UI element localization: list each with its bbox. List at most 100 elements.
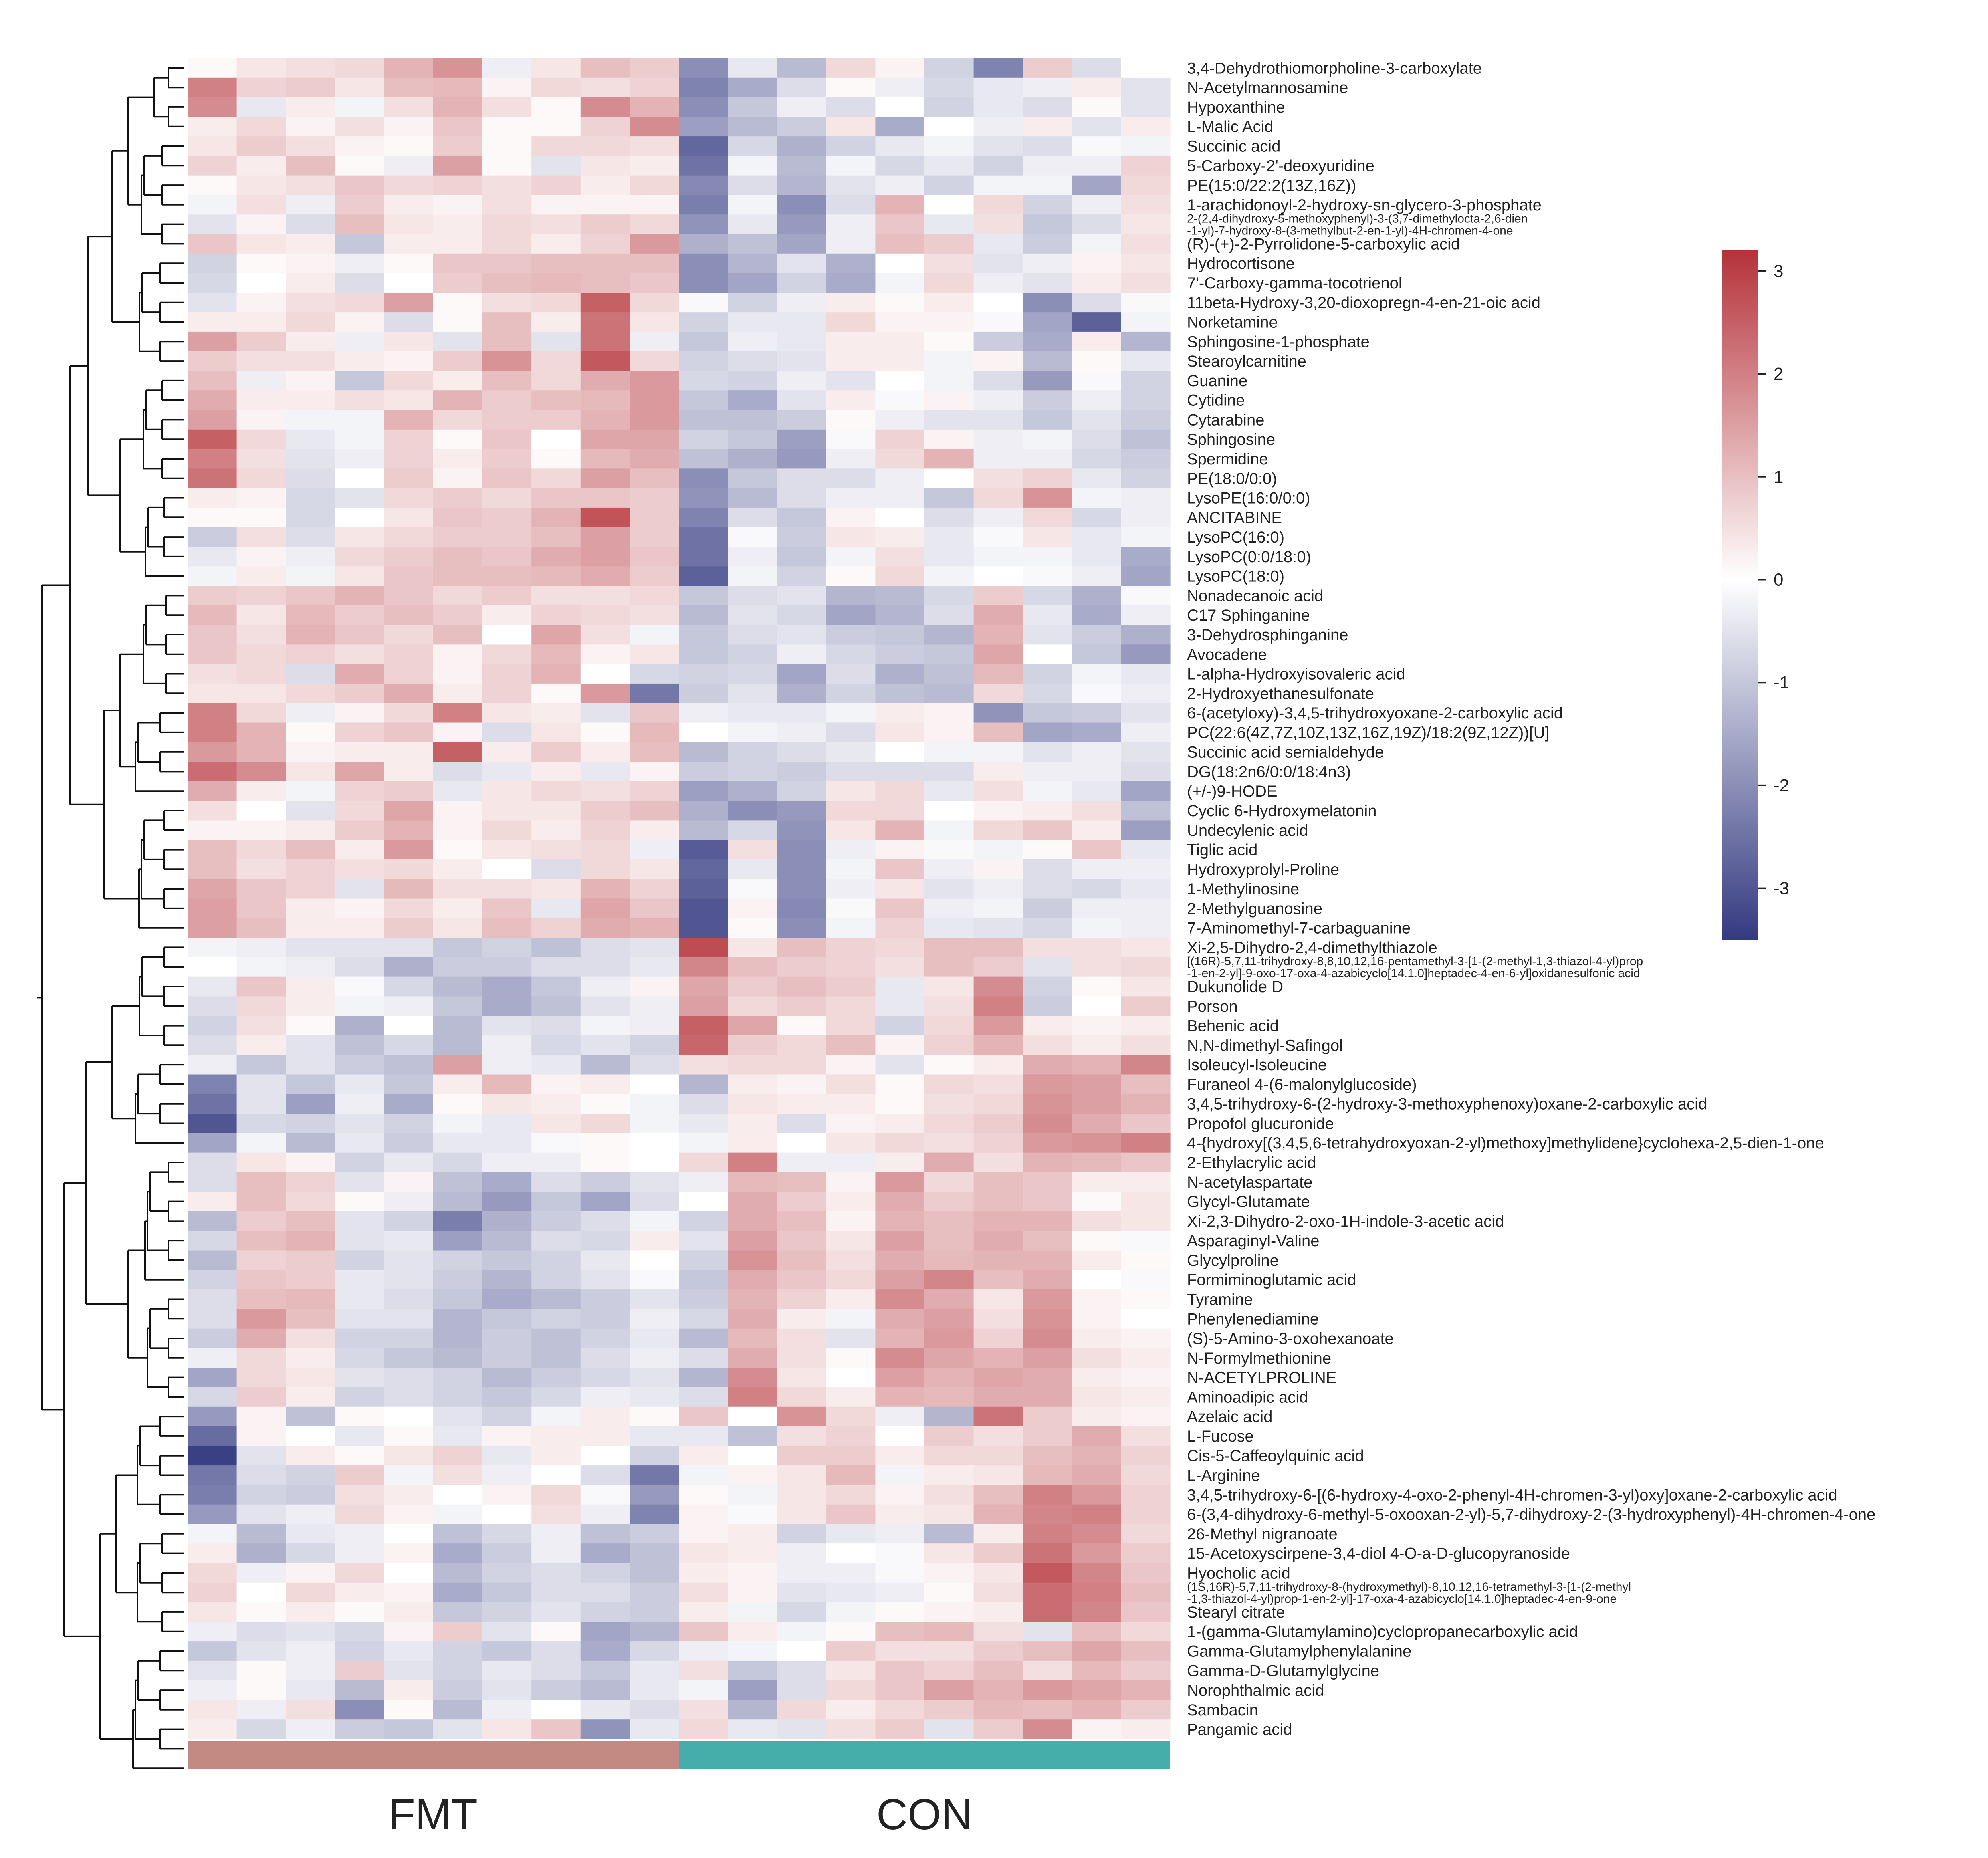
- heatmap-cell: [1121, 312, 1171, 332]
- heatmap-cell: [924, 1172, 974, 1192]
- heatmap-cell: [531, 1328, 581, 1349]
- heatmap-cell: [188, 1172, 237, 1192]
- heatmap-cell: [580, 918, 630, 938]
- heatmap-cell: [875, 1582, 925, 1603]
- heatmap-cell: [580, 957, 630, 977]
- heatmap-cell: [1072, 527, 1121, 547]
- heatmap-cell: [236, 429, 286, 450]
- heatmap-cell: [826, 410, 876, 430]
- heatmap-cell: [531, 331, 581, 352]
- heatmap-cell: [580, 742, 630, 762]
- heatmap-cell: [728, 97, 777, 117]
- heatmap-cell: [188, 331, 237, 352]
- heatmap-cell: [924, 859, 974, 880]
- heatmap-cell: [777, 1328, 827, 1349]
- heatmap-cell: [335, 117, 384, 137]
- heatmap-cell: [1023, 1622, 1072, 1642]
- heatmap-cell: [384, 683, 434, 704]
- heatmap-cell: [531, 507, 581, 528]
- heatmap-cell: [924, 1016, 974, 1036]
- heatmap-cell: [679, 1231, 729, 1251]
- heatmap-cell: [630, 429, 679, 450]
- row-label: Tiglic acid: [1187, 841, 1257, 859]
- heatmap-cell: [679, 605, 729, 625]
- heatmap-cell: [924, 1309, 974, 1329]
- heatmap-cell: [580, 1348, 630, 1368]
- heatmap-cell: [728, 331, 777, 352]
- heatmap-cell: [826, 586, 876, 606]
- heatmap-cell: [1121, 1133, 1171, 1153]
- heatmap-cell: [188, 840, 237, 860]
- heatmap-cell: [875, 781, 925, 801]
- heatmap-cell: [580, 1192, 630, 1212]
- heatmap-cell: [630, 996, 679, 1016]
- heatmap-cell: [384, 1719, 434, 1739]
- heatmap-cell: [875, 547, 925, 567]
- heatmap-cell: [236, 938, 286, 958]
- heatmap-cell: [531, 1543, 581, 1563]
- heatmap-cell: [236, 293, 286, 313]
- heatmap-cell: [531, 1387, 581, 1407]
- row-label: Gamma-Glutamylphenylalanine: [1187, 1642, 1411, 1660]
- heatmap-cell: [286, 58, 335, 78]
- heatmap-cell: [1072, 1094, 1121, 1114]
- heatmap-cell: [236, 1074, 286, 1094]
- heatmap-cell: [924, 1504, 974, 1525]
- heatmap-cell: [679, 1133, 729, 1153]
- heatmap-cell: [433, 1016, 483, 1036]
- heatmap-cell: [1072, 1465, 1121, 1485]
- heatmap-cell: [188, 1328, 237, 1349]
- heatmap-cell: [630, 898, 679, 918]
- heatmap-cell: [777, 1035, 827, 1055]
- heatmap-cell: [679, 1622, 729, 1642]
- heatmap-cell: [286, 273, 335, 293]
- heatmap-cell: [433, 117, 483, 137]
- heatmap-cell: [531, 1602, 581, 1622]
- heatmap-cell: [286, 1524, 335, 1544]
- heatmap-cell: [531, 1660, 581, 1681]
- heatmap-cell: [433, 801, 483, 821]
- heatmap-cell: [236, 1465, 286, 1485]
- heatmap-cell: [679, 293, 729, 313]
- heatmap-cell: [924, 781, 974, 801]
- heatmap-cell: [679, 1309, 729, 1329]
- heatmap-cell: [973, 273, 1023, 293]
- heatmap-cell: [924, 97, 974, 117]
- heatmap-cell: [826, 762, 876, 782]
- heatmap-cell: [433, 214, 483, 234]
- heatmap-cell: [482, 155, 532, 176]
- heatmap-cell: [335, 664, 384, 684]
- heatmap-cell: [1072, 879, 1121, 899]
- heatmap-cell: [973, 586, 1023, 606]
- heatmap-cell: [973, 1641, 1023, 1661]
- heatmap-cell: [580, 117, 630, 137]
- heatmap-cell: [973, 77, 1023, 98]
- heatmap-cell: [728, 1309, 777, 1329]
- heatmap-cell: [188, 234, 237, 254]
- heatmap-cell: [875, 722, 925, 742]
- heatmap-cell: [728, 1114, 777, 1134]
- heatmap-cell: [580, 1328, 630, 1349]
- heatmap-cell: [482, 1660, 532, 1681]
- heatmap-cell: [1023, 762, 1072, 782]
- heatmap-cell: [531, 1152, 581, 1173]
- heatmap-cell: [728, 1406, 777, 1427]
- heatmap-cell: [679, 1563, 729, 1583]
- heatmap-cell: [777, 1543, 827, 1563]
- heatmap-cell: [630, 625, 679, 645]
- group-label: CON: [876, 1790, 973, 1838]
- heatmap-cell: [188, 1133, 237, 1153]
- heatmap-cell: [580, 1114, 630, 1134]
- heatmap-cell: [188, 488, 237, 508]
- heatmap-cell: [482, 429, 532, 450]
- heatmap-cell: [580, 683, 630, 704]
- heatmap-cell: [924, 1700, 974, 1720]
- heatmap-cell: [482, 1602, 532, 1622]
- heatmap-cell: [482, 1192, 532, 1212]
- heatmap-cell: [875, 273, 925, 293]
- heatmap-cell: [973, 1172, 1023, 1192]
- heatmap-cell: [286, 527, 335, 547]
- heatmap-cell: [826, 605, 876, 625]
- heatmap-cell: [286, 1231, 335, 1251]
- heatmap-cell: [777, 1309, 827, 1329]
